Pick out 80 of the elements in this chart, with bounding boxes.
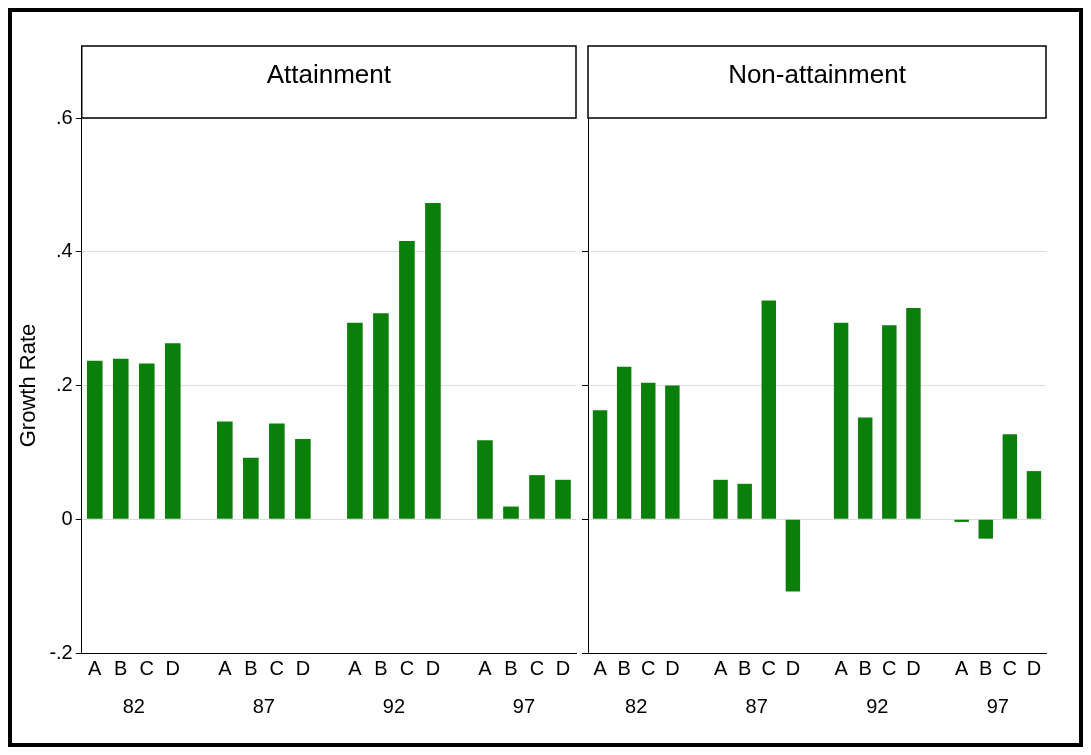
bar	[641, 382, 656, 519]
text: 87	[745, 694, 768, 717]
y-tick-label: 0	[61, 506, 73, 529]
bar	[761, 300, 777, 519]
x-tick-label: B	[244, 656, 258, 679]
bar	[785, 519, 801, 592]
chart-title: Attainment	[266, 59, 392, 90]
bar	[373, 313, 389, 519]
bar	[555, 479, 571, 519]
text: 82	[122, 694, 145, 717]
x-tick-label: D	[665, 656, 680, 679]
x-tick-label: A	[478, 656, 493, 679]
x-tick-label: D	[295, 656, 311, 679]
x-tick-label: B	[979, 656, 993, 679]
bar	[882, 325, 897, 519]
chart-title: Non-attainment	[728, 59, 907, 90]
x-tick-label: C	[641, 656, 656, 679]
bar	[1002, 434, 1018, 519]
x-tick-label: D	[785, 656, 801, 679]
x-tick-label: B	[617, 656, 631, 679]
bar	[477, 440, 493, 519]
x-tick-label: D	[555, 656, 571, 679]
bar	[347, 322, 363, 519]
bar	[906, 307, 921, 519]
x-tick-label: C	[269, 656, 285, 679]
bar	[112, 358, 129, 519]
bar	[269, 423, 285, 519]
bar	[138, 363, 155, 519]
x-tick-label: D	[906, 656, 921, 679]
bar	[243, 457, 259, 519]
bar	[86, 360, 103, 519]
x-tick-label: C	[529, 656, 545, 679]
bar	[425, 202, 441, 519]
x-tick-label: A	[713, 656, 728, 679]
x-tick-label: C	[1002, 656, 1018, 679]
bar	[399, 241, 415, 519]
x-tick-label: A	[593, 656, 608, 679]
x-tick-label: C	[761, 656, 777, 679]
y-axis-title: Growth Rate	[15, 323, 41, 448]
bar	[295, 439, 311, 519]
text: 92	[382, 694, 406, 717]
y-tick-label: .2	[56, 373, 73, 396]
x-tick-label: A	[954, 656, 969, 679]
bar	[164, 343, 181, 519]
bar	[857, 417, 873, 519]
x-tick-label: B	[738, 656, 752, 679]
bar	[616, 366, 632, 519]
y-tick-label: -.2	[49, 640, 73, 663]
x-tick-label: C	[399, 656, 415, 679]
text: 97	[986, 694, 1009, 717]
text: 97	[512, 694, 536, 717]
x-tick-label: B	[114, 656, 128, 679]
bar	[665, 385, 680, 519]
y-tick-label: .4	[56, 239, 73, 262]
x-tick-label: C	[139, 656, 154, 679]
text: 92	[866, 694, 889, 717]
bar	[954, 519, 969, 522]
bar	[217, 421, 233, 519]
bar	[529, 475, 545, 519]
x-tick-label: C	[882, 656, 897, 679]
x-tick-label: A	[834, 656, 849, 679]
x-tick-label: B	[504, 656, 518, 679]
bar	[833, 322, 849, 519]
bar	[592, 410, 608, 519]
x-tick-label: A	[88, 656, 103, 679]
bar	[737, 483, 752, 519]
x-tick-label: D	[165, 656, 181, 679]
bar	[1026, 471, 1042, 519]
bar	[978, 519, 993, 539]
y-tick-label: .6	[56, 105, 73, 128]
x-tick-label: D	[1026, 656, 1042, 679]
bar	[503, 506, 519, 519]
text: 87	[252, 694, 275, 717]
x-tick-label: D	[425, 656, 441, 679]
x-tick-label: B	[858, 656, 872, 679]
text: 82	[625, 694, 648, 717]
x-tick-label: B	[374, 656, 388, 679]
x-tick-label: A	[218, 656, 233, 679]
bar	[713, 479, 728, 519]
x-tick-label: A	[348, 656, 363, 679]
